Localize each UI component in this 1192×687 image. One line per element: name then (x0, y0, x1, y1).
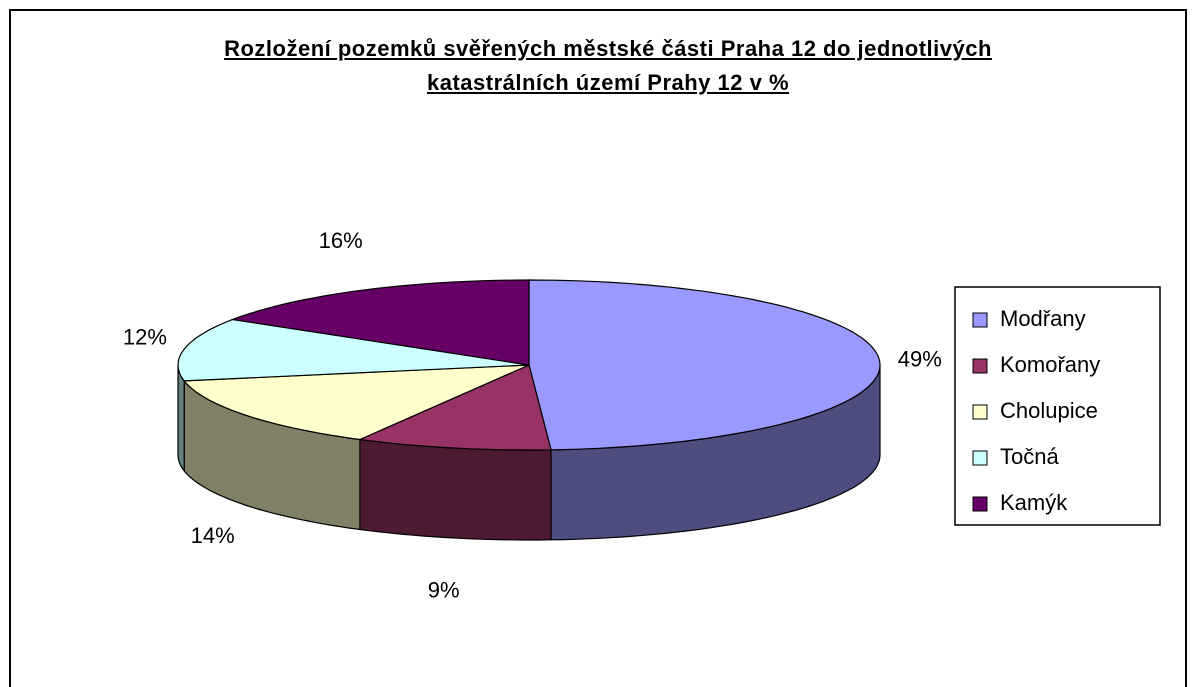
chart-title: Rozložení pozemků svěřených městské část… (224, 36, 992, 95)
legend-label: Cholupice (1000, 398, 1098, 423)
data-label: 14% (191, 523, 235, 548)
pie-slice (177, 318, 530, 382)
legend-label: Kamýk (1000, 490, 1068, 515)
pie-side (359, 438, 552, 541)
pie-slice (230, 279, 530, 366)
legend-box (954, 286, 1161, 526)
pie-side (177, 364, 185, 473)
data-label: 49% (898, 346, 942, 371)
data-label: 9% (428, 577, 460, 602)
legend-swatch (972, 404, 988, 420)
legend-swatch (972, 450, 988, 466)
data-label: 16% (319, 228, 363, 253)
legend-label: Modřany (1000, 306, 1086, 331)
pie-slice (528, 279, 881, 451)
legend-swatch (972, 312, 988, 328)
legend-swatch (972, 496, 988, 512)
data-label: 12% (123, 325, 167, 350)
pie-slice (182, 364, 530, 441)
legend-label: Točná (1000, 444, 1059, 469)
legend-label: Komořany (1000, 352, 1100, 377)
pie-slice (357, 364, 552, 451)
legend-swatch (972, 358, 988, 374)
